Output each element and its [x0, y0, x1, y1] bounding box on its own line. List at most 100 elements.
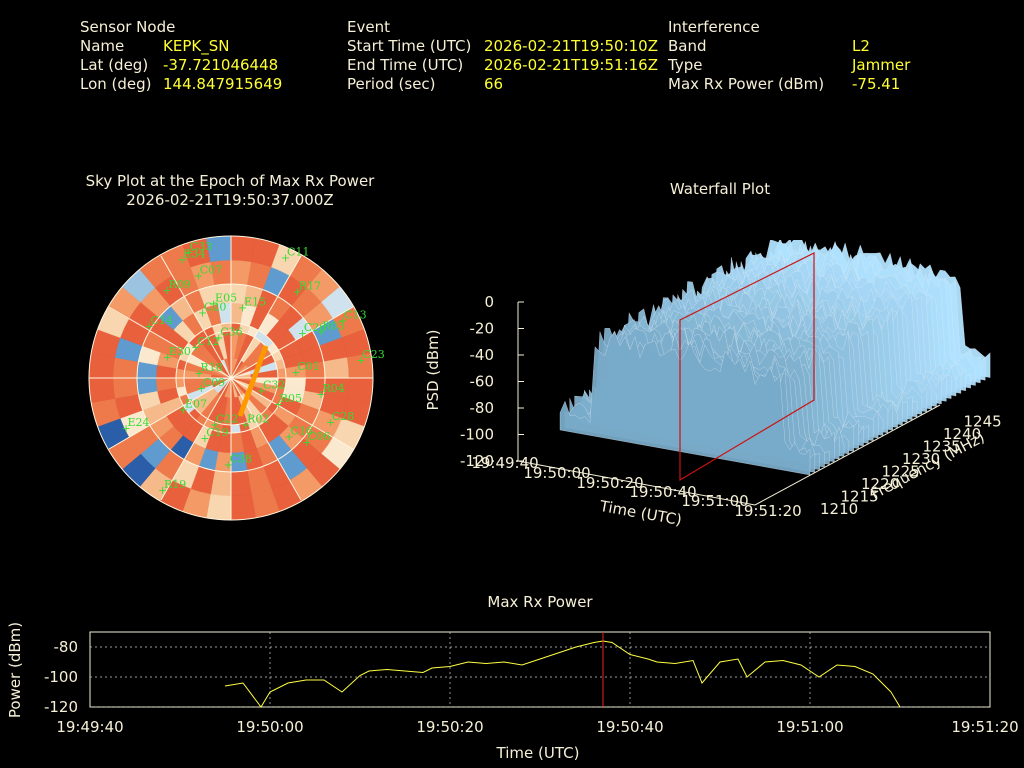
waterfall-x-label: Time (UTC)	[597, 497, 683, 529]
satellite-marker: +	[285, 431, 294, 444]
period-value: 66	[484, 75, 504, 93]
end-label: End Time (UTC)	[347, 56, 464, 74]
chart-title: Max Rx Power	[487, 593, 593, 611]
event-header: Event	[347, 18, 390, 36]
freq-tick-label: 1215	[841, 488, 879, 506]
chart-y-label: Power (dBm)	[6, 622, 24, 718]
satellite-label: R03	[322, 319, 344, 332]
satellite-marker: +	[356, 354, 365, 367]
satellite-marker: +	[214, 331, 223, 344]
satellite-label: C12	[197, 335, 219, 348]
freq-tick-label: 1220	[861, 475, 899, 493]
satellite-marker: +	[198, 307, 207, 320]
z-tick-label: -20	[470, 320, 495, 338]
satellite-label: R09	[169, 278, 191, 291]
z-tick-label: -40	[470, 346, 495, 364]
satellite-marker: +	[257, 385, 266, 398]
satellite-label: C22	[216, 413, 238, 426]
satellite-marker: +	[274, 398, 283, 411]
y-tick-label: -120	[44, 698, 78, 716]
satellite-label: C38	[230, 452, 252, 465]
period-label: Period (sec)	[347, 75, 436, 93]
time-tick-label: 19:50:40	[629, 483, 696, 501]
interference-header: Interference	[668, 18, 760, 36]
sky-grid	[88, 235, 374, 521]
waterfall-z-ticks: 0 -20 -40 -60 -80 -100 -120	[460, 293, 524, 470]
sky-heat-cell	[277, 368, 287, 379]
freq-tick-label: 1210	[820, 500, 858, 518]
satellite-label: C20	[204, 301, 226, 314]
satellite-label: C16	[291, 425, 313, 438]
satellite-label: C11	[287, 245, 309, 258]
x-tick-label: 19:50:40	[596, 718, 663, 736]
max-rx-power-chart: -80 -100 -120 19:49:40 19:50:00 19:50:20 19:5…	[6, 622, 1019, 762]
satellite-label: C07	[200, 264, 222, 277]
freq-tick-label: 1245	[964, 413, 1002, 431]
satellite-marker: +	[191, 341, 200, 354]
satellite-marker: +	[158, 484, 167, 497]
chart-grid	[90, 632, 990, 708]
satellite-label: E34	[184, 247, 206, 260]
skyplot-epoch: 2026-02-21T19:50:37.000Z	[126, 191, 334, 209]
satellite-label: R18	[200, 361, 222, 374]
chart-frame	[89, 631, 991, 708]
lat-label: Lat (deg)	[80, 56, 149, 74]
satellite-label: C28	[332, 410, 354, 423]
satellite-label: E15	[244, 296, 266, 309]
satellite-marker: +	[122, 422, 131, 435]
y-tick-label: -100	[44, 668, 78, 686]
satellite-marker: +	[163, 284, 172, 297]
y-tick-label: -80	[54, 638, 79, 656]
satellite-label: R05	[280, 392, 302, 405]
sky-heat-cell	[88, 353, 116, 379]
satellite-label: E05	[215, 292, 237, 305]
satellite-marker: +	[179, 403, 188, 416]
satellite-marker: +	[316, 325, 325, 338]
jammer-direction	[237, 345, 269, 417]
z-tick-label: -100	[460, 426, 494, 444]
satellite-label: C19	[206, 426, 228, 439]
satellite-marker: +	[194, 270, 203, 283]
name-label: Name	[80, 37, 125, 55]
sky-heat-cell	[88, 377, 116, 403]
interference-panel: Interference Band L2 Type Jammer Max Rx Po…	[668, 18, 968, 94]
sky-heat-cell	[206, 493, 232, 521]
satellite-label: R17	[299, 279, 321, 292]
satellite-marker: +	[224, 458, 233, 471]
sky-heat-cell	[230, 235, 256, 263]
band-label: Band	[668, 37, 707, 55]
satellite-labels: +R05+C20+E07+E05+C16+C07+C06+C09+R09+C12…	[122, 240, 385, 497]
skyplot-title: Sky Plot at the Epoch of Max Rx Power	[85, 172, 375, 190]
satellite-marker: +	[241, 418, 250, 431]
z-tick-label: 0	[484, 293, 494, 311]
satellite-label: C13	[344, 308, 366, 321]
x-tick-label: 19:51:20	[951, 718, 1018, 736]
sky-heat-cell	[230, 424, 241, 434]
satellite-label: C09	[203, 376, 225, 389]
waterfall-plot: PSD (dBm) 0 -20 -40 -60 -80 -100 -120 19:49:40…	[424, 240, 1002, 529]
type-label: Type	[668, 56, 703, 74]
z-tick-label: -80	[470, 399, 495, 417]
start-label: Start Time (UTC)	[347, 37, 472, 55]
name-value: KEPK_SN	[163, 37, 230, 55]
satellite-marker: +	[298, 327, 307, 340]
sensor-header: Sensor Node	[80, 18, 176, 36]
satellite-marker: +	[184, 246, 193, 259]
sky-heat-cell	[175, 377, 185, 388]
satellite-marker: +	[210, 419, 219, 432]
satellite-marker: +	[338, 314, 347, 327]
sky-heat-cell	[346, 377, 374, 403]
time-tick-label: 19:50:20	[576, 474, 643, 492]
satellite-marker: +	[293, 285, 302, 298]
x-tick-label: 19:49:40	[56, 718, 123, 736]
satellite-label: C06	[308, 430, 330, 443]
satellite-marker: +	[302, 436, 311, 449]
satellite-label: C26	[304, 321, 326, 334]
satellite-marker: +	[194, 367, 203, 380]
satellite-marker: +	[316, 388, 325, 401]
satellite-label: R02	[247, 412, 269, 425]
satellite-marker: +	[291, 366, 300, 379]
satellite-label: E07	[185, 397, 207, 410]
satellite-label: E24	[128, 416, 150, 429]
